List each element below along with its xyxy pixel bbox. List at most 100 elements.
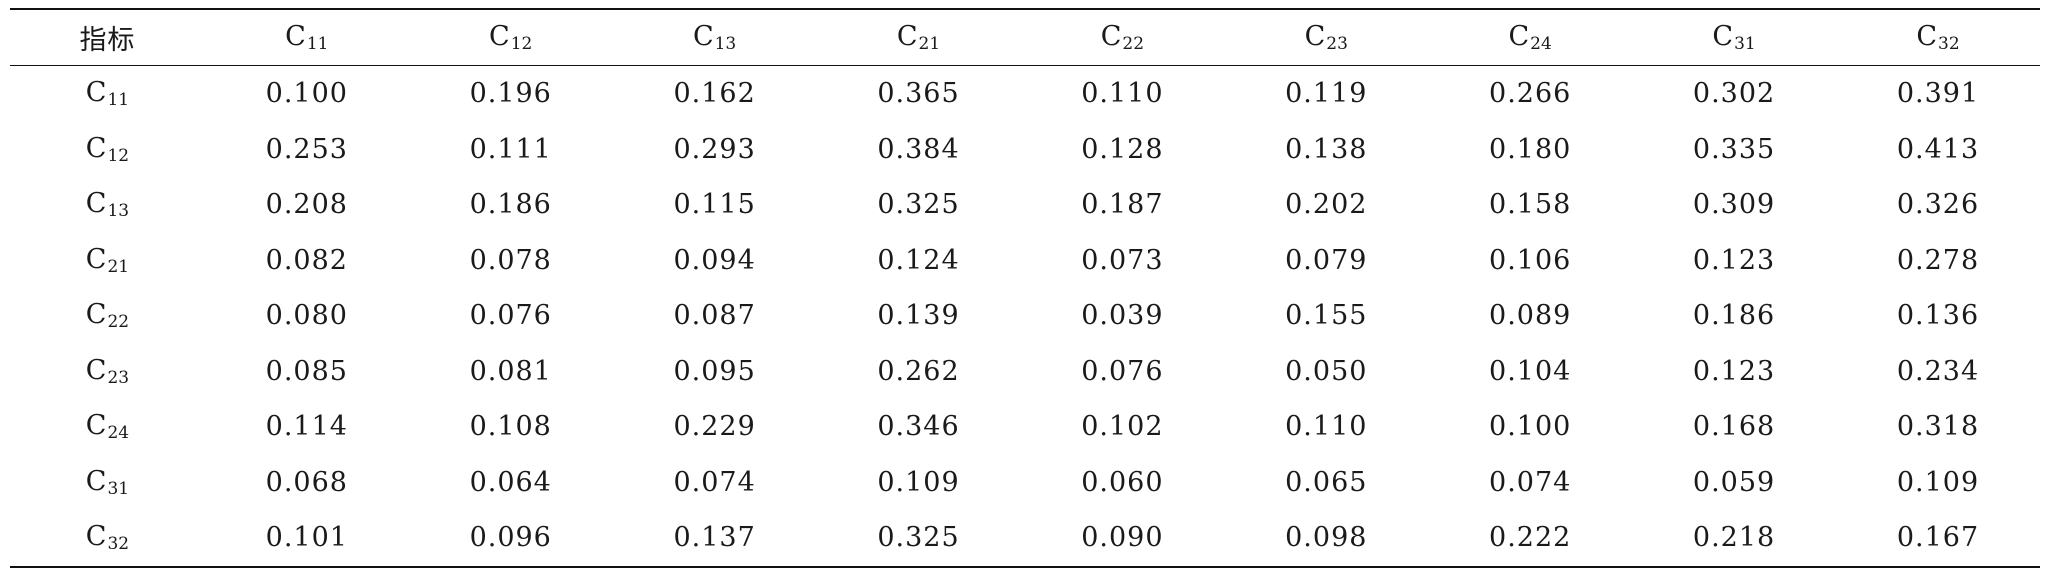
table-cell: 0.060 [1081,466,1164,498]
row-label-cell: C23 [10,344,205,400]
row-label-subscript: 11 [107,90,130,111]
header-base: C [1916,21,1939,52]
table-row: C13 0.208 0.186 0.115 0.325 0.187 0.202 0.158 0.… [10,177,2040,233]
row-label-subscript: 32 [107,534,130,555]
table-cell: 0.109 [877,466,960,498]
table-cell: 0.076 [1081,355,1164,387]
table-cell: 0.218 [1692,522,1776,554]
header-cell: C21 [817,9,1021,66]
table-cell: 0.326 [1896,189,1980,221]
table-cell: 0.114 [265,411,348,443]
table-row: C32 0.101 0.096 0.137 0.325 0.090 0.098 0.222 0.… [10,510,2040,567]
header-base: C [285,21,307,52]
row-label-subscript: 21 [107,256,130,277]
row-label-subscript: 12 [107,145,130,166]
table-cell: 0.095 [673,355,756,387]
table-cell: 0.391 [1896,78,1980,110]
table-cell: 0.064 [469,466,552,498]
table-cell: 0.167 [1896,522,1980,554]
header-base: C [489,21,511,52]
table-row: C12 0.253 0.111 0.293 0.384 0.128 0.138 0.180 0.… [10,122,2040,178]
table-cell: 0.187 [1081,189,1164,221]
table-cell: 0.087 [673,300,756,332]
table-cell: 0.262 [877,355,960,387]
table-cell: 0.137 [673,522,756,554]
table-cell: 0.108 [469,411,552,443]
row-label-base: C [85,354,108,386]
header-base: C [1304,21,1327,52]
table-cell: 0.208 [265,189,348,221]
table-cell: 0.074 [1489,466,1572,498]
table-cell: 0.111 [469,133,552,165]
table-cell: 0.234 [1896,355,1980,387]
header-cell: C23 [1224,9,1428,66]
table-cell: 0.155 [1285,300,1368,332]
table-cell: 0.186 [469,189,552,221]
table-cell: 0.115 [673,189,756,221]
table-cell: 0.100 [1489,411,1572,443]
table-body: C11 0.100 0.196 0.162 0.365 0.110 0.119 0.266 0.… [10,66,2040,567]
table-cell: 0.104 [1489,355,1572,387]
header-subscript: 11 [306,34,329,54]
table-cell: 0.082 [265,244,348,276]
table-cell: 0.180 [1489,133,1572,165]
table-cell: 0.186 [1692,300,1776,332]
table-cell: 0.365 [877,78,960,110]
header-base: C [1100,21,1123,52]
table-cell: 0.110 [1081,78,1164,110]
table-cell: 0.102 [1081,411,1164,443]
table-row: C21 0.082 0.078 0.094 0.124 0.073 0.079 0.106 0.… [10,233,2040,289]
header-subscript: 12 [510,34,533,54]
table-cell: 0.123 [1692,355,1776,387]
header-subscript: 31 [1734,34,1756,54]
table-cell: 0.073 [1081,244,1164,276]
header-subscript: 24 [1530,34,1552,54]
header-cell: C13 [613,9,817,66]
table-cell: 0.335 [1692,133,1776,165]
row-label-base: C [85,465,108,497]
table-cell: 0.253 [265,133,348,165]
table-cell: 0.101 [265,522,348,554]
header-cell: C22 [1020,9,1224,66]
row-label-subscript: 24 [107,423,130,444]
table-cell: 0.059 [1692,466,1776,498]
table-cell: 0.266 [1489,78,1572,110]
header-base: C [1712,21,1735,52]
row-label-cell: C32 [10,510,205,567]
table-cell: 0.079 [1285,244,1368,276]
table-cell: 0.123 [1692,244,1776,276]
header-base: C [1508,21,1531,52]
table-cell: 0.136 [1896,300,1980,332]
table-cell: 0.278 [1896,244,1980,276]
table-cell: 0.068 [265,466,348,498]
table-cell: 0.078 [469,244,552,276]
table-cell: 0.384 [877,133,960,165]
table-cell: 0.080 [265,300,348,332]
table-header-row: 指标 C11 C12 C13 C21 C22 C23 C24 C31 C32 [10,9,2040,66]
table-cell: 0.124 [877,244,960,276]
table-cell: 0.119 [1285,78,1368,110]
table-row: C31 0.068 0.064 0.074 0.109 0.060 0.065 0.074 0.… [10,455,2040,511]
table-cell: 0.325 [877,189,960,221]
header-base: C [692,21,715,52]
table-cell: 0.309 [1692,189,1776,221]
table-cell: 0.074 [673,466,756,498]
table-cell: 0.100 [265,78,348,110]
header-subscript: 22 [1122,34,1145,54]
table-cell: 0.202 [1285,189,1368,221]
row-label-subscript: 13 [107,201,130,222]
table-cell: 0.139 [877,300,960,332]
row-label-cell: C13 [10,177,205,233]
table-cell: 0.346 [877,411,960,443]
table-cell: 0.094 [673,244,756,276]
row-label-cell: C21 [10,233,205,289]
row-label-base: C [85,243,108,275]
header-cell: C24 [1428,9,1632,66]
table-cell: 0.085 [265,355,348,387]
table-cell: 0.065 [1285,466,1368,498]
row-label-subscript: 22 [107,312,130,333]
row-label-cell: C24 [10,399,205,455]
header-corner-cell: 指标 [79,25,136,56]
header-cell: C32 [1836,9,2040,66]
table-cell: 0.168 [1692,411,1776,443]
